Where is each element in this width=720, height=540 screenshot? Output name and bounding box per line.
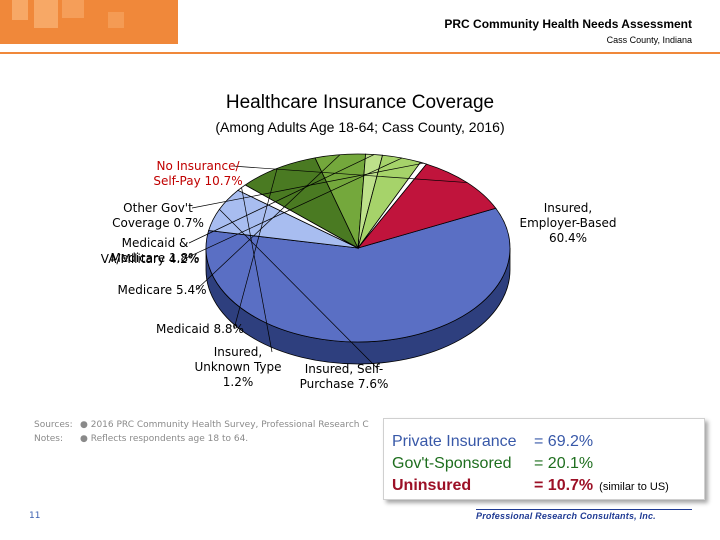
slice-label: Insured, Employer-Based 60.4%	[520, 201, 617, 245]
slice-label: No Insurance/Self-Pay 10.7%	[153, 159, 242, 188]
sources-text: ● 2016 PRC Community Health Survey, Prof…	[80, 420, 369, 430]
pie-slice	[205, 207, 511, 343]
private-label: Private Insurance	[392, 433, 517, 450]
chart-subtitle: (Among Adults Age 18-64; Cass County, 20…	[215, 119, 505, 135]
slice-label: Medicaid & Medicare 1.8%	[111, 236, 200, 265]
notes-text: ● Reflects respondents age 18 to 64.	[80, 434, 249, 444]
leader-line	[233, 168, 278, 330]
summary-govt: Gov't-Sponsored = 20.1%	[392, 455, 593, 473]
slice-label-line: VA/Military 4.2%	[101, 252, 199, 266]
govt-value: = 20.1%	[534, 455, 594, 472]
leader-line	[241, 187, 273, 353]
leader-line	[191, 162, 424, 209]
logo-square	[12, 0, 28, 20]
logo-square	[62, 0, 84, 18]
uninsured-note: (similar to US)	[599, 481, 669, 493]
summary-private: Private Insurance = 69.2%	[392, 433, 593, 451]
slice-label-line: Purchase 7.6%	[300, 377, 389, 391]
slice-label-line: 60.4%	[549, 231, 587, 245]
slice-label-line: Medicaid &	[122, 236, 189, 250]
slice-label-line: Coverage 0.7%	[112, 216, 204, 230]
slice-label: Insured, Unknown Type 1.2%	[194, 345, 281, 389]
chart-title: Healthcare Insurance Coverage	[225, 92, 495, 113]
slice-label: VA/Military 4.2%	[101, 252, 199, 266]
header-rule	[0, 52, 720, 54]
slice-label-line: Self-Pay 10.7%	[153, 174, 242, 188]
slice-label-line: Employer-Based	[520, 216, 617, 230]
logo-square	[108, 12, 124, 28]
slice-label: Medicare 5.4%	[118, 283, 207, 297]
pie-slice	[356, 163, 497, 249]
slice-label-line: No Insurance/	[156, 159, 240, 173]
sources-label: Sources:	[34, 420, 73, 430]
logo-square	[34, 0, 58, 28]
footer-logo: Professional Research Consultants, Inc.	[476, 511, 656, 521]
slice-label-line: 1.2%	[223, 375, 254, 389]
slice-label-line: Medicare 1.8%	[111, 251, 200, 265]
slice-label-line: Other Gov't	[123, 201, 193, 215]
sources-notes: Sources: ● 2016 PRC Community Health Surv…	[34, 418, 369, 446]
slice-label-line: Insured,	[214, 345, 263, 359]
leader-line	[219, 209, 379, 370]
page-number: 11	[29, 511, 41, 521]
leader-line	[231, 165, 468, 183]
leader-line	[195, 154, 341, 291]
slice-label: Medicaid 8.8%	[156, 322, 244, 336]
footer-logo-rule	[476, 509, 692, 510]
summary-box: Private Insurance = 69.2% Gov't-Sponsored…	[383, 418, 705, 500]
slice-label-line: Insured,	[544, 201, 593, 215]
slice-label: Insured, Self-Purchase 7.6%	[300, 362, 389, 391]
uninsured-value-wrap: = 10.7% (similar to US)	[534, 477, 669, 495]
slice-label-line: Medicaid 8.8%	[156, 322, 244, 336]
slice-label-line: Insured, Self-	[305, 362, 384, 376]
slice-label-line: Medicare 5.4%	[118, 283, 207, 297]
slice-label: Other Gov't Coverage 0.7%	[112, 201, 204, 230]
private-value: = 69.2%	[534, 433, 594, 450]
uninsured-value: = 10.7%	[534, 477, 594, 494]
header-subtitle: Cass County, Indiana	[606, 35, 692, 45]
summary-uninsured: Uninsured = 10.7% (similar to US)	[392, 477, 669, 495]
leader-line	[183, 157, 403, 260]
header-title: PRC Community Health Needs Assessment	[444, 17, 692, 31]
notes-label: Notes:	[34, 434, 64, 444]
header-logo-block	[0, 0, 178, 44]
uninsured-label: Uninsured	[392, 477, 472, 494]
govt-label: Gov't-Sponsored	[392, 455, 512, 472]
leader-line	[188, 154, 375, 244]
slice-label-line: Unknown Type	[194, 360, 281, 374]
